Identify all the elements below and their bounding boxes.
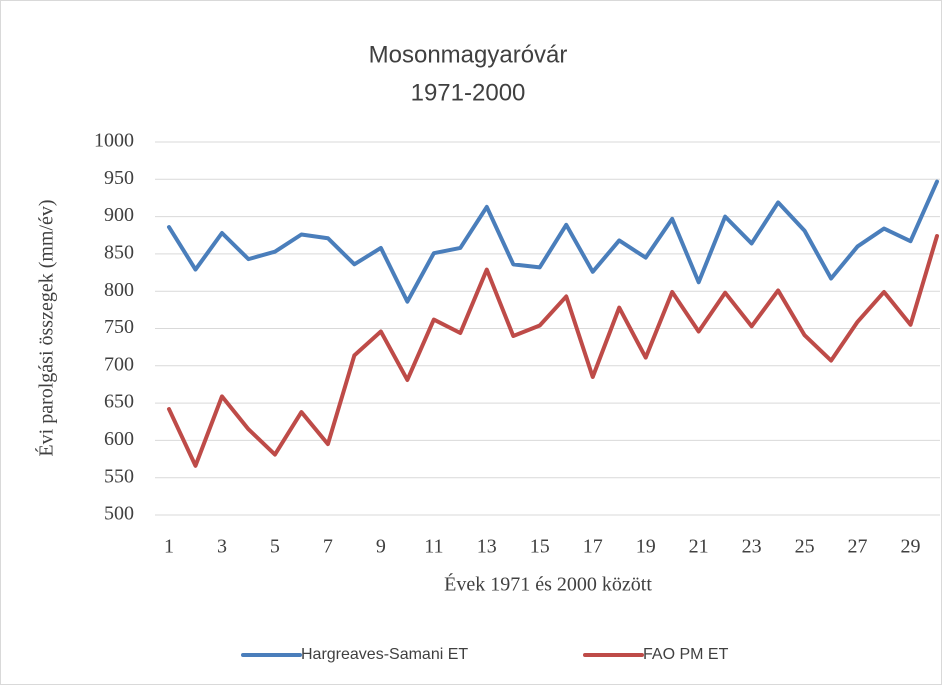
x-tick-label: 5 [270, 536, 280, 558]
x-tick-label: 23 [742, 536, 762, 558]
y-axis-title: Évi parolgási összegek (mm/év) [35, 199, 58, 456]
x-tick-label: 29 [901, 536, 921, 558]
y-tick-label: 1000 [94, 130, 134, 152]
y-tick-label: 800 [104, 279, 134, 301]
x-tick-label: 25 [795, 536, 815, 558]
chart-subtitle: 1971-2000 [411, 79, 526, 106]
series-line [167, 179, 939, 304]
y-tick-label: 850 [104, 241, 134, 263]
x-tick-label: 7 [323, 536, 333, 558]
x-axis-title: Évek 1971 és 2000 között [444, 573, 652, 596]
x-tick-label: 19 [636, 536, 656, 558]
y-tick-label: 650 [104, 391, 134, 413]
y-tick-label: 600 [104, 428, 134, 450]
x-tick-label: 21 [689, 536, 709, 558]
x-tick-label: 17 [583, 536, 603, 558]
legend-label: Hargreaves-Samani ET [301, 646, 468, 663]
chart-title: Mosonmagyaróvár [369, 41, 568, 68]
x-tick-label: 11 [424, 536, 443, 558]
x-tick-label: 13 [477, 536, 497, 558]
y-tick-label: 750 [104, 316, 134, 338]
x-tick-label: 9 [376, 536, 386, 558]
y-tick-label: 500 [104, 503, 134, 525]
x-tick-label: 27 [848, 536, 868, 558]
y-tick-label: 950 [104, 167, 134, 189]
y-tick-label: 550 [104, 465, 134, 487]
legend-label: FAO PM ET [643, 646, 729, 663]
x-tick-label: 15 [530, 536, 550, 558]
y-tick-label: 700 [104, 353, 134, 375]
y-tick-label: 900 [104, 204, 134, 226]
x-tick-label: 3 [217, 536, 227, 558]
series-line [167, 233, 939, 468]
x-tick-label: 1 [164, 536, 174, 558]
